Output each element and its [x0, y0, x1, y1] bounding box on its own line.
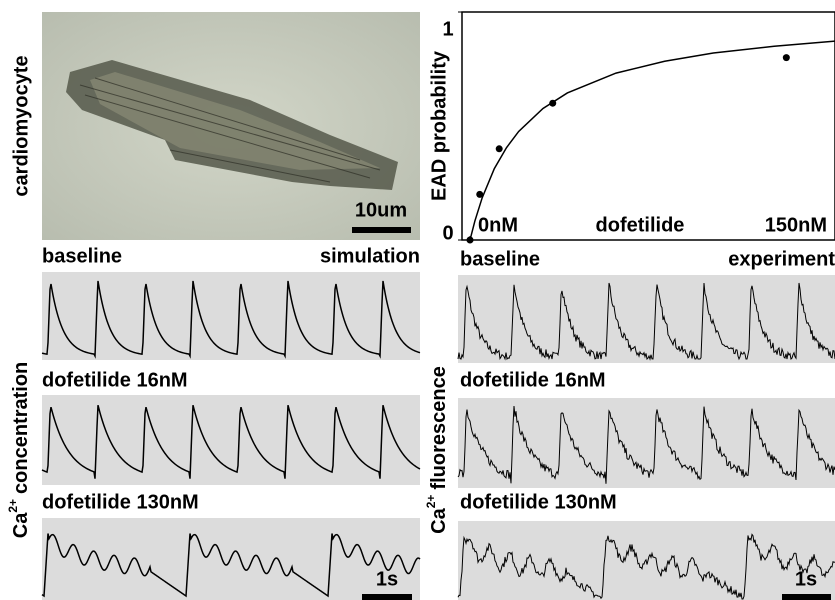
y-tick-label: 1	[442, 18, 453, 40]
label-part: Ca	[10, 512, 32, 538]
panel-label: experiment	[728, 248, 835, 270]
data-point	[549, 99, 557, 107]
trace	[41, 280, 421, 359]
trace-title: dofetilide 130nM	[460, 491, 617, 513]
trace	[457, 282, 835, 361]
x-axis-label: dofetilide	[596, 214, 685, 236]
y-axis-label: Ca2+ concentration	[6, 362, 32, 539]
trace	[41, 404, 421, 479]
trace-title: baseline	[42, 245, 122, 267]
data-point	[495, 145, 503, 153]
fit-curve	[469, 40, 835, 241]
label-part: Ca	[428, 507, 450, 533]
data-point	[466, 236, 474, 244]
trace-panel	[458, 398, 835, 488]
trace	[457, 533, 835, 600]
trace-title: dofetilide 16nM	[42, 369, 188, 391]
trace	[457, 405, 835, 484]
data-point	[782, 54, 790, 62]
data-point	[476, 190, 484, 198]
plot-frame	[461, 11, 835, 241]
panel-label: simulation	[320, 245, 420, 267]
cell	[66, 60, 398, 190]
x-tick-label: 150nM	[765, 214, 827, 236]
y-axis-label: Ca2+ fluorescence	[424, 366, 450, 534]
label-part: fluorescence	[428, 366, 450, 489]
scale-label: 1s	[376, 568, 398, 590]
label-sup: 2+	[424, 495, 438, 509]
trace-title: baseline	[460, 248, 540, 270]
traces	[41, 272, 835, 600]
y-tick-label: 0	[442, 222, 453, 244]
scale-label: 1s	[795, 568, 817, 590]
scale-label: 10um	[355, 199, 407, 221]
panel-label: cardiomyocyte	[10, 55, 32, 196]
trace-title: dofetilide 16nM	[460, 369, 606, 391]
label-part: concentration	[10, 362, 32, 494]
x-tick-label: 0nM	[478, 214, 518, 236]
y-axis-label: EAD probability	[428, 50, 450, 201]
trace-title: dofetilide 130nM	[42, 491, 199, 513]
trace	[41, 533, 421, 598]
label-sup: 2+	[6, 499, 20, 513]
